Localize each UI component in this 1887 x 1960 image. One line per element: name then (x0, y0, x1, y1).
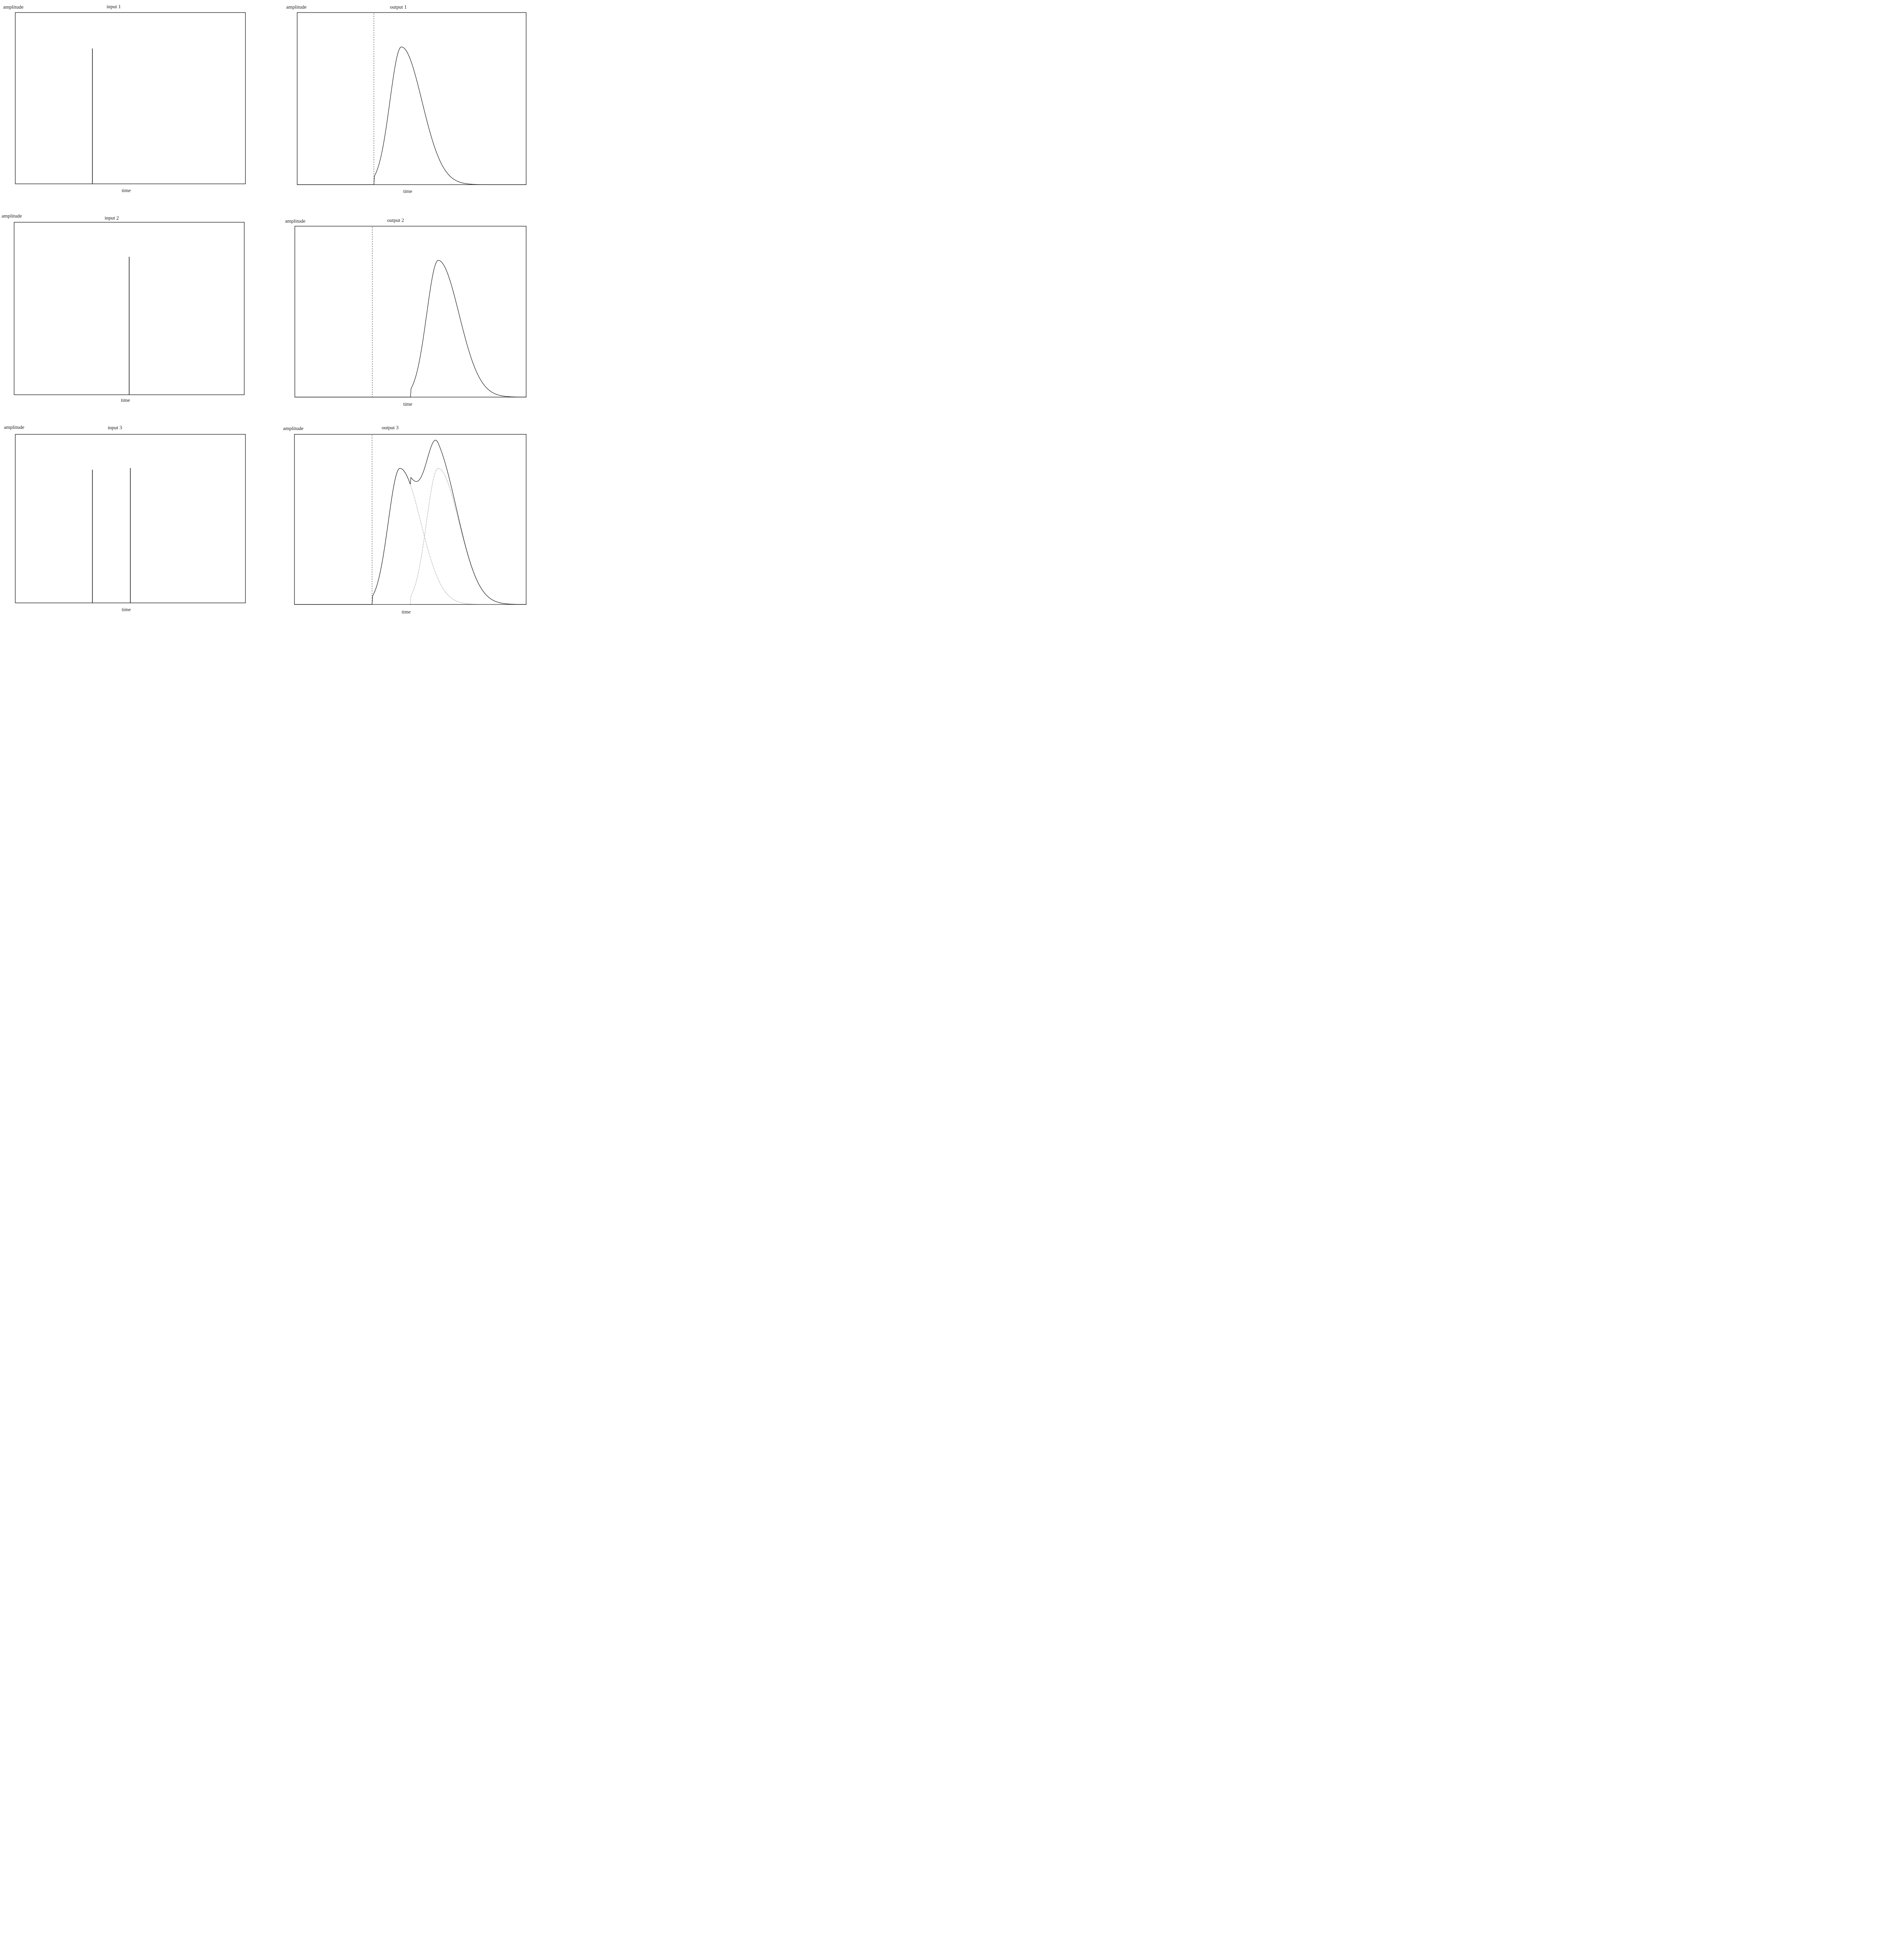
panel-5: amplitude input 3 time (4, 424, 246, 612)
x-axis-label: time (122, 606, 131, 612)
response-curve (295, 260, 527, 397)
y-axis-label: amplitude (4, 424, 24, 430)
x-axis-label: time (403, 188, 412, 194)
y-axis-label: amplitude (283, 425, 303, 431)
panel-4: amplitude output 2 time (285, 217, 527, 407)
y-axis-label: amplitude (3, 4, 24, 10)
figure: amplitude input 1 time amplitude output 1 tim… (2, 4, 527, 615)
response-curve (297, 47, 526, 185)
response-curve (294, 468, 527, 605)
x-axis-label: time (121, 397, 130, 403)
panel-title: input 1 (107, 4, 121, 9)
plot-frame (294, 434, 527, 605)
x-axis-label: time (403, 401, 412, 407)
panel-3: amplitude input 2 time (2, 213, 245, 403)
panel-1: amplitude input 1 time (3, 4, 246, 193)
panel-title: input 3 (108, 425, 122, 430)
x-axis-label: time (122, 187, 131, 193)
panel-title: input 2 (105, 215, 119, 221)
summed-response-curve (294, 440, 527, 605)
panel-2: amplitude output 1 time (286, 4, 527, 194)
x-axis-label: time (401, 609, 410, 615)
y-axis-label: amplitude (286, 4, 307, 10)
plot-frame (15, 12, 246, 184)
plot-frame (297, 12, 527, 185)
panel-title: output 3 (382, 425, 399, 430)
panel-title: output 1 (390, 4, 407, 10)
y-axis-label: amplitude (2, 213, 22, 219)
panel-title: output 2 (387, 217, 404, 223)
panel-6: amplitude output 3 time (283, 425, 527, 615)
y-axis-label: amplitude (285, 218, 305, 224)
response-curve (294, 468, 526, 605)
plot-frame (294, 226, 527, 397)
